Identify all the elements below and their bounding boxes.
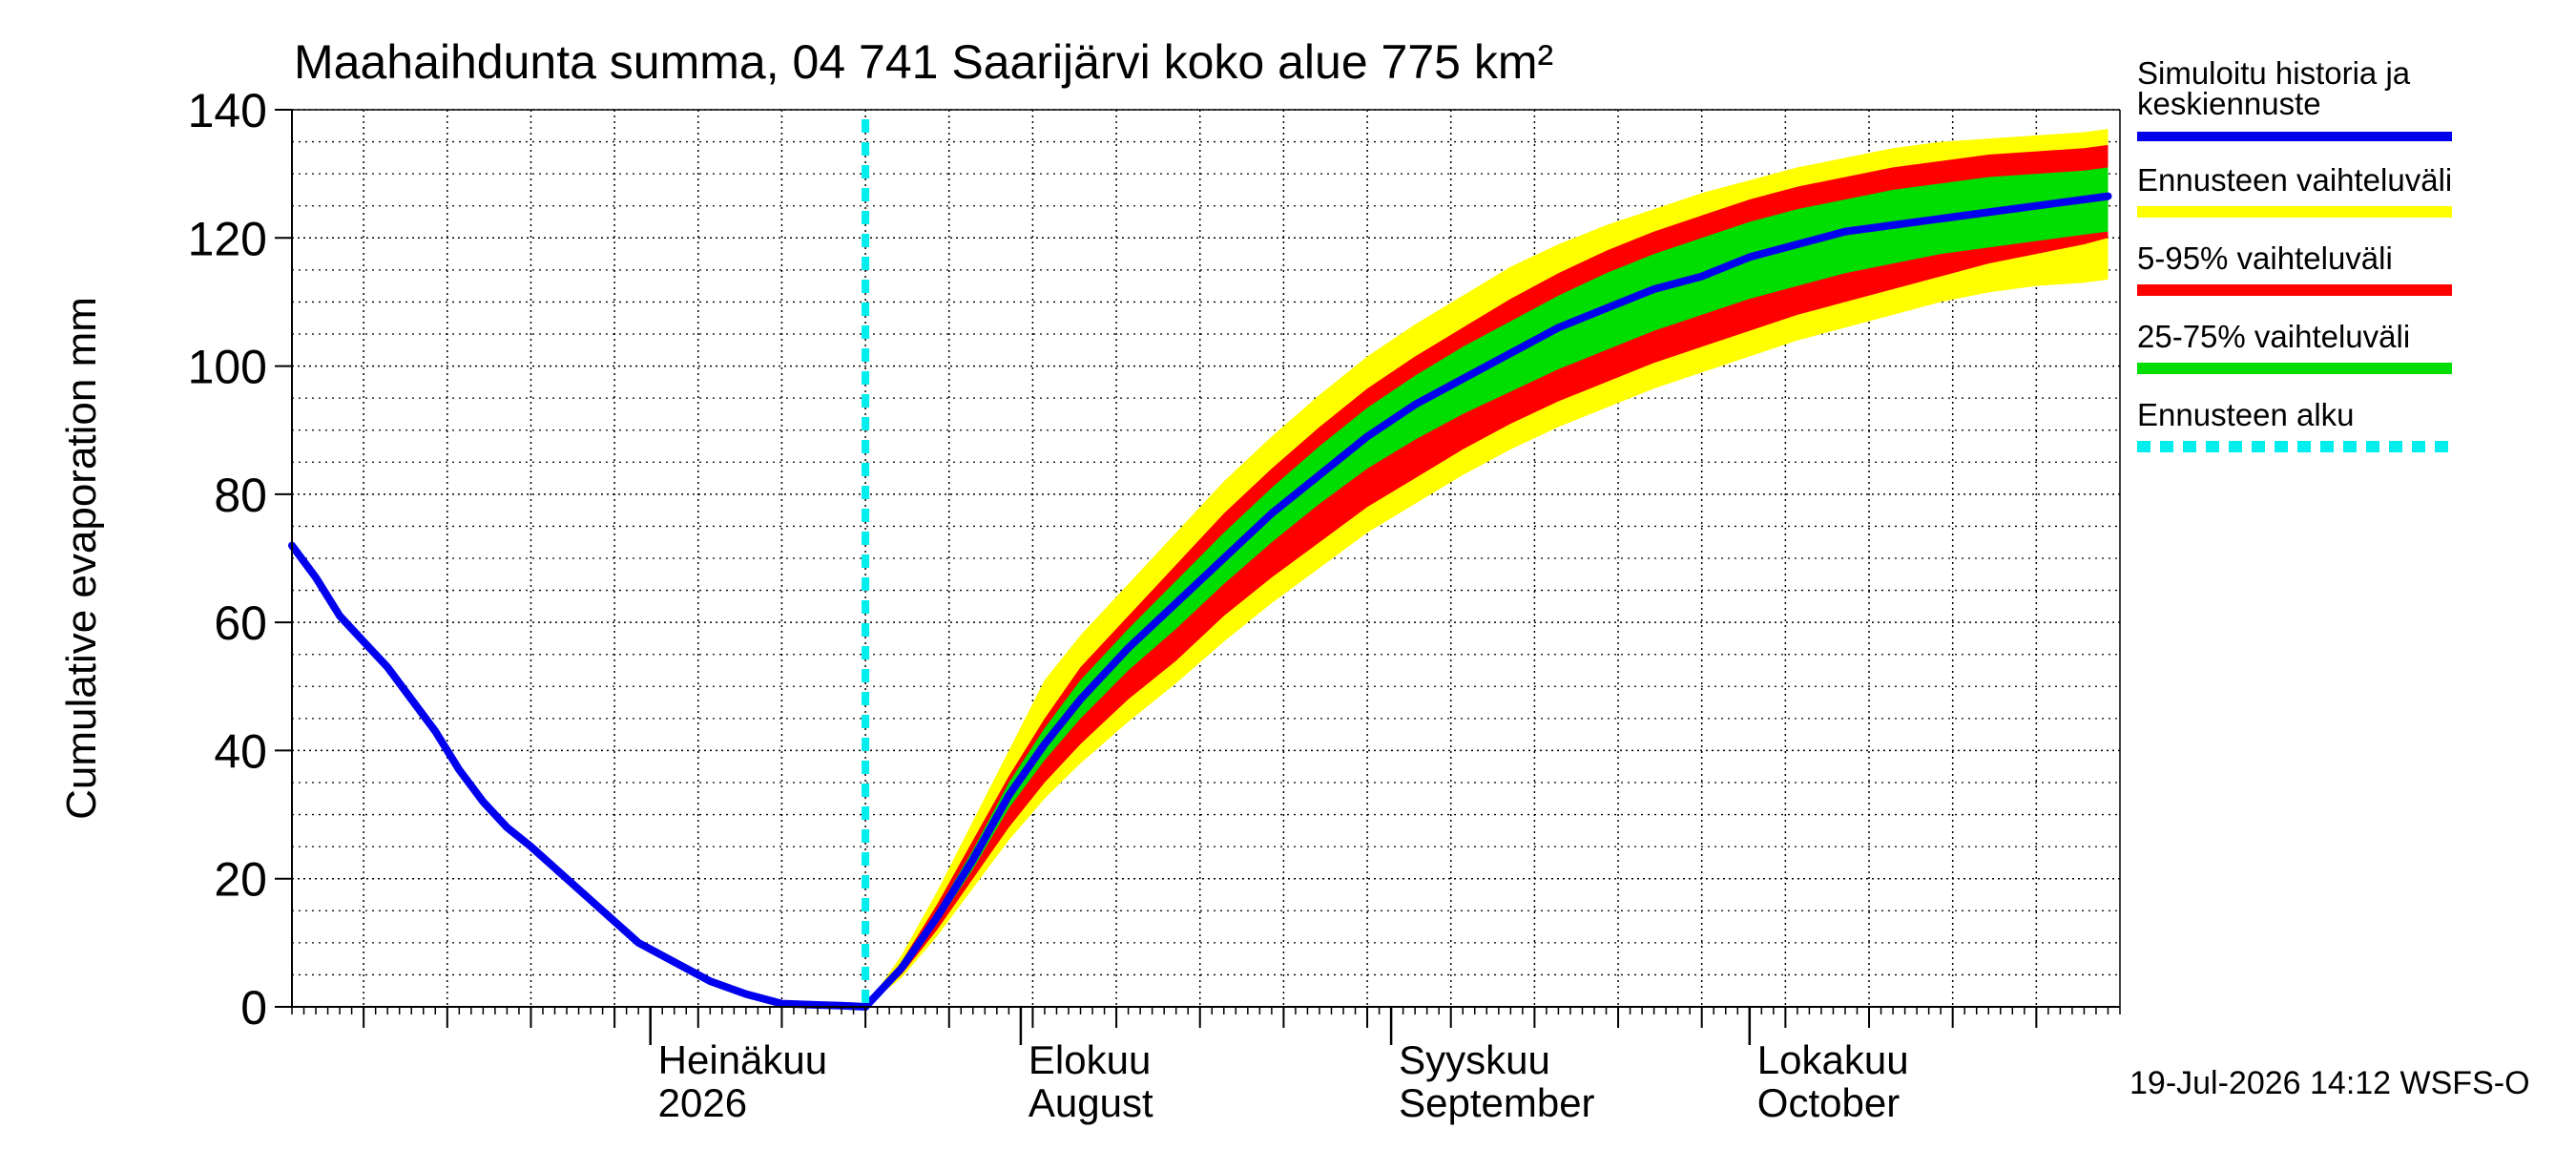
legend-label: Ennusteen alku: [2137, 397, 2355, 432]
chart-title: Maahaihdunta summa, 04 741 Saarijärvi ko…: [294, 35, 1553, 89]
history-line: [288, 541, 870, 1011]
footer-timestamp: 19-Jul-2026 14:12 WSFS-O: [2129, 1065, 2530, 1101]
legend-label: 25-75% vaihteluväli: [2137, 319, 2410, 354]
x-month-label: Lokakuu: [1757, 1037, 1909, 1082]
y-tick-label: 40: [214, 724, 267, 778]
band-25-75: [865, 167, 2109, 1007]
y-axis-label: Cumulative evaporation mm: [58, 297, 105, 820]
legend-label: 5-95% vaihteluväli: [2137, 240, 2393, 276]
x-month-label: Elokuu: [1028, 1037, 1151, 1082]
y-tick-label: 20: [214, 853, 267, 907]
x-month-label: Heinäkuu: [658, 1037, 827, 1082]
legend-label: Ennusteen vaihteluväli: [2137, 162, 2452, 198]
x-month-sublabel: August: [1028, 1080, 1153, 1125]
y-tick-label: 60: [214, 596, 267, 650]
y-tick-label: 120: [188, 212, 267, 265]
series-lines: [288, 119, 2112, 1011]
x-month-label: Syyskuu: [1399, 1037, 1550, 1082]
y-tick-label: 0: [240, 981, 267, 1035]
forecast-median-line: [862, 192, 2112, 1011]
forecast-bands: [865, 129, 2109, 1008]
x-month-sublabel: September: [1399, 1080, 1594, 1125]
legend-label: Simuloitu historia ja: [2137, 55, 2411, 91]
y-tick-label: 100: [188, 341, 267, 394]
y-tick-label: 80: [214, 469, 267, 522]
legend-label: keskiennuste: [2137, 86, 2321, 121]
band-5-95: [865, 144, 2109, 1007]
y-tick-label: 140: [188, 84, 267, 137]
x-month-sublabel: 2026: [658, 1080, 747, 1125]
x-month-sublabel: October: [1757, 1080, 1900, 1125]
